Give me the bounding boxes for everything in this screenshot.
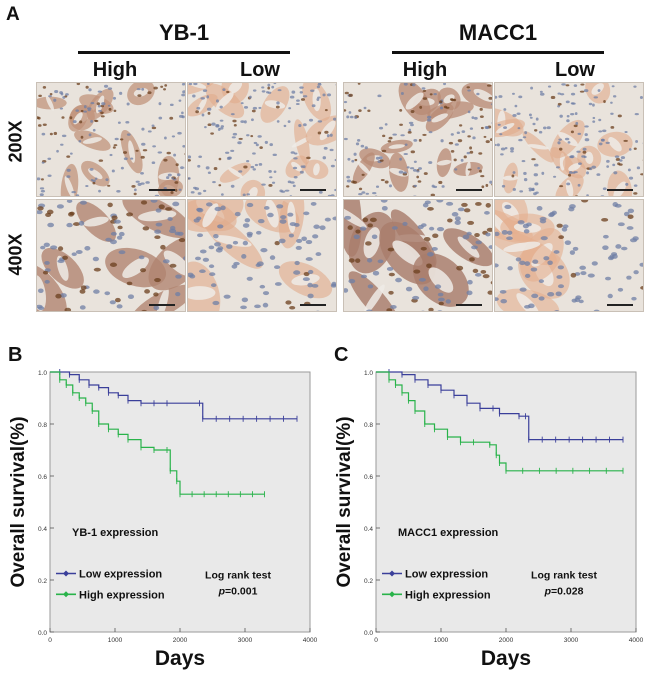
- row-label-200x: 200X: [5, 120, 26, 163]
- group-rule-macc1: [392, 51, 604, 54]
- log-rank-label: Log rank test: [531, 570, 597, 582]
- group-title-macc1: MACC1: [458, 20, 538, 45]
- low-expression-curve: [50, 371, 297, 420]
- x-axis-label: Days: [481, 647, 531, 670]
- legend-label-high: High expression: [405, 589, 491, 601]
- y-axis-label: Overall survival(%): [334, 416, 355, 587]
- x-tick-label: 2000: [173, 637, 188, 644]
- y-tick-label: 0.2: [364, 578, 373, 585]
- micrograph-macc1-low-200x: [494, 82, 644, 197]
- p-value-label: p=0.001: [218, 585, 258, 597]
- x-tick-label: 0: [48, 637, 52, 644]
- y-tick-label: 0.0: [38, 630, 47, 637]
- micrograph-texture: [344, 83, 492, 196]
- x-tick-label: 1000: [108, 637, 123, 644]
- plot-area: [375, 371, 637, 633]
- y-tick-label: 0.2: [38, 578, 47, 585]
- legend-swatch-marker: [63, 570, 69, 577]
- col-label-yb1-low: Low: [240, 59, 280, 81]
- y-tick-label: 0.6: [364, 474, 373, 481]
- legend-swatch-marker: [389, 591, 395, 598]
- x-tick-label: 3000: [238, 637, 253, 644]
- y-tick-label: 0.0: [364, 630, 373, 637]
- col-label-macc1-low: Low: [555, 59, 595, 81]
- panel-letter-b: B: [8, 344, 23, 366]
- micrograph-macc1-high-400x: [343, 199, 493, 312]
- micrograph-texture: [188, 200, 336, 311]
- micrograph-macc1-high-200x: [343, 82, 493, 197]
- x-tick-label: 1000: [434, 637, 449, 644]
- micrograph-yb1-high-400x: [36, 199, 186, 312]
- x-axis-label: Days: [155, 647, 205, 670]
- row-label-400x: 400X: [5, 233, 26, 276]
- group-title-yb1: YB-1: [158, 20, 210, 45]
- micrograph-texture: [344, 200, 492, 311]
- col-label-yb1-high: High: [92, 59, 138, 81]
- micrograph-macc1-low-400x: [494, 199, 644, 312]
- y-tick-label: 0.4: [364, 526, 373, 533]
- survival-chart-yb1: 0.0 0.2 0.4 0.6 0.8 1.0 0 1000 2000 3000 4000 Days O…: [8, 369, 318, 670]
- y-tick-label: 0.6: [38, 474, 47, 481]
- micrograph-texture: [188, 83, 336, 196]
- legend-swatch-marker: [389, 570, 395, 577]
- y-axis-label: Overall survival(%): [8, 416, 29, 587]
- expression-title: YB-1 expression: [72, 527, 158, 539]
- micrograph-texture: [37, 200, 185, 311]
- p-value-label: p=0.028: [544, 585, 584, 597]
- x-tick-label: 0: [374, 637, 378, 644]
- group-rule-yb1: [78, 51, 290, 54]
- col-label-macc1-high: High: [402, 59, 448, 81]
- y-tick-label: 0.4: [38, 526, 47, 533]
- micrograph-yb1-low-400x: [187, 199, 337, 312]
- plot-area: [49, 371, 311, 633]
- x-tick-label: 3000: [564, 637, 579, 644]
- micrograph-texture: [495, 200, 643, 311]
- micrograph-texture: [37, 83, 185, 196]
- legend-label-low: Low expression: [405, 569, 488, 581]
- panel-letter-a: A: [6, 4, 20, 25]
- y-tick-label: 0.8: [38, 422, 47, 429]
- panel-letter-c: C: [334, 344, 349, 366]
- y-tick-label: 0.8: [364, 422, 373, 429]
- y-tick-label: 1.0: [364, 370, 373, 377]
- x-tick-label: 4000: [629, 637, 644, 644]
- x-tick-label: 4000: [303, 637, 318, 644]
- y-tick-label: 1.0: [38, 370, 47, 377]
- legend-label-high: High expression: [79, 589, 165, 601]
- legend-swatch-marker: [63, 591, 69, 598]
- log-rank-label: Log rank test: [205, 570, 271, 582]
- x-tick-label: 2000: [499, 637, 514, 644]
- micrograph-texture: [495, 83, 643, 196]
- legend-label-low: Low expression: [79, 569, 162, 581]
- survival-chart-macc1: 0.0 0.2 0.4 0.6 0.8 1.0 0 1000 2000 3000 4000 Days O…: [334, 369, 644, 670]
- expression-title: MACC1 expression: [398, 527, 499, 539]
- micrograph-yb1-high-200x: [36, 82, 186, 197]
- micrograph-yb1-low-200x: [187, 82, 337, 197]
